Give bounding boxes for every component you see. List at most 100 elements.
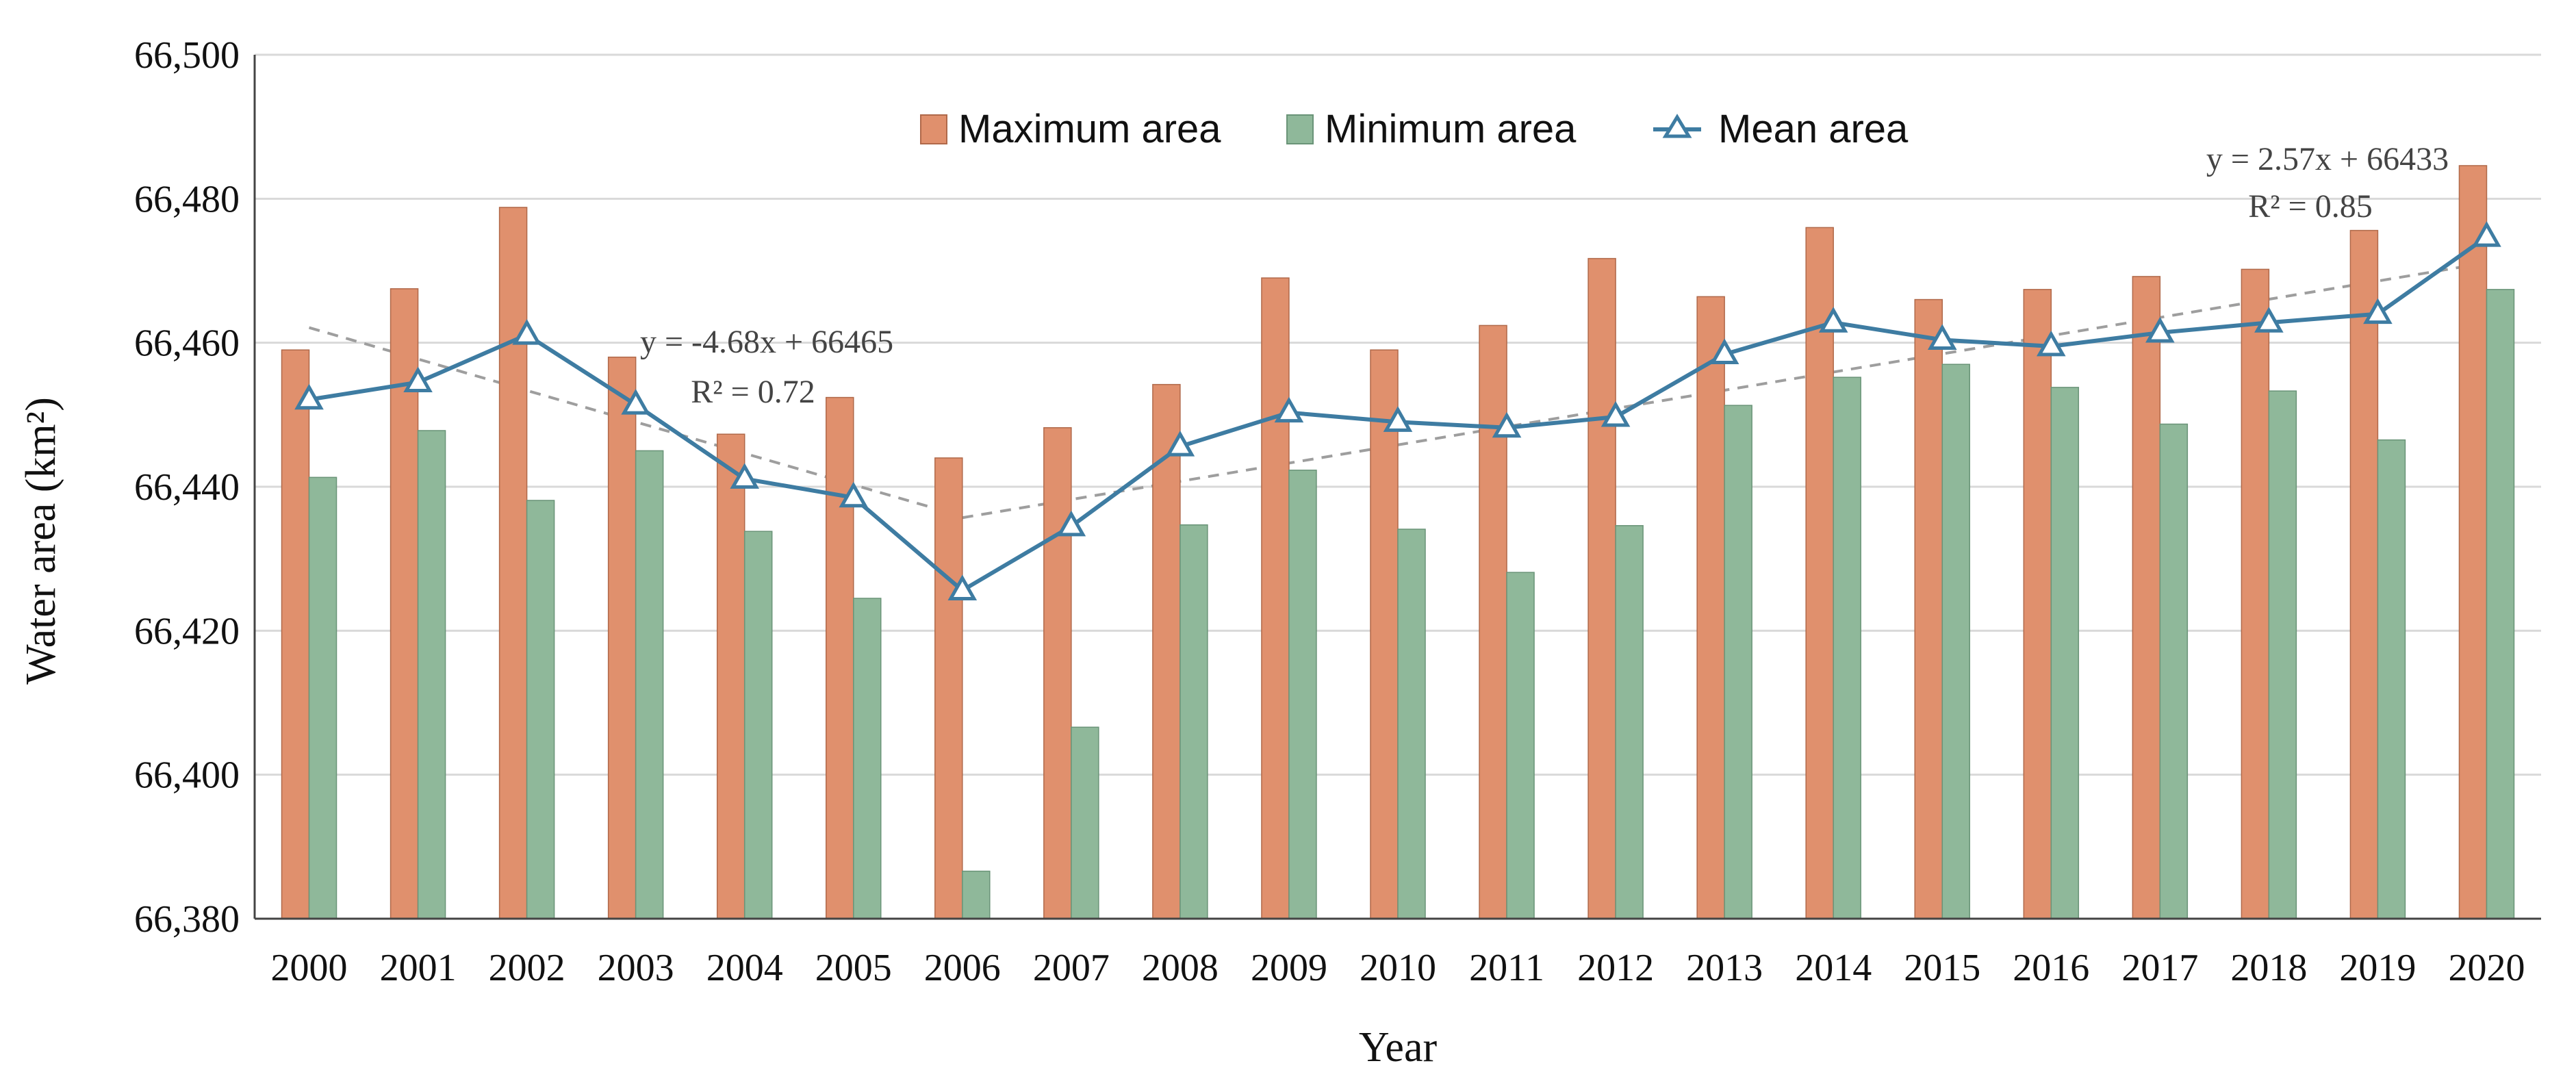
bar-maximum	[2241, 268, 2270, 919]
bar-minimum	[1506, 572, 1535, 919]
bar-maximum	[1370, 349, 1399, 919]
mean-marker	[1927, 324, 1957, 350]
y-tick-label: 66,380	[134, 898, 240, 941]
x-tick-label: 2016	[2013, 947, 2089, 989]
y-tick-label: 66,440	[134, 466, 240, 509]
bar-minimum	[743, 531, 773, 919]
bar-minimum	[417, 430, 446, 919]
mean-marker	[1056, 510, 1086, 537]
x-tick-label: 2006	[924, 947, 1001, 989]
bar-minimum	[1833, 377, 1861, 919]
legend-label-maximum: Maximum area	[958, 107, 1221, 151]
bar-minimum	[1179, 524, 1208, 919]
y-tick-label: 66,460	[134, 322, 240, 365]
x-axis-title: Year	[1359, 1024, 1438, 1071]
y-tick-label: 66,500	[134, 34, 240, 77]
bar-maximum	[826, 396, 854, 919]
mean-marker	[2145, 316, 2175, 343]
bar-minimum	[2377, 439, 2406, 919]
trend-r2-1: R² = 0.72	[691, 374, 815, 410]
mean-marker	[1165, 431, 1195, 457]
bar-maximum	[716, 433, 745, 919]
x-tick-label: 2011	[1469, 947, 1544, 989]
bar-maximum	[1479, 324, 1507, 919]
bar-minimum	[2159, 423, 2189, 919]
x-tick-label: 2017	[2121, 947, 2198, 989]
mean-marker	[1818, 307, 1848, 333]
bar-maximum	[2349, 229, 2379, 919]
axes: 66,380 66,400 66,420 66,440 66,460 66,480 66,5…	[134, 34, 2541, 989]
legend-label-mean: Mean area	[1718, 107, 1909, 151]
bar-maximum	[1805, 227, 1834, 919]
bar-maximum	[1914, 298, 1943, 919]
mean-marker	[1709, 338, 1739, 364]
x-tick-label: 2008	[1142, 947, 1219, 989]
trend-annotation-1: y = -4.68x + 66465 R² = 0.72	[640, 324, 893, 410]
x-tick-label: 2013	[1686, 947, 1763, 989]
trend-equation-1: y = -4.68x + 66465	[640, 324, 893, 360]
x-tick-label: 2007	[1033, 947, 1110, 989]
x-tick-label: 2003	[598, 947, 674, 989]
bars	[281, 165, 2515, 919]
bar-maximum	[498, 207, 528, 919]
legend-swatch-minimum	[1286, 114, 1314, 144]
bar-maximum	[2132, 276, 2161, 919]
x-tick-label: 2019	[2339, 947, 2416, 989]
bar-maximum	[1587, 257, 1616, 919]
x-tick-label: 2010	[1360, 947, 1436, 989]
mean-marker	[512, 319, 541, 345]
bar-minimum	[308, 476, 337, 919]
x-tick-label: 2002	[489, 947, 565, 989]
mean-area-line	[294, 221, 2501, 600]
bar-minimum	[1397, 528, 1426, 919]
mean-marker	[2254, 307, 2284, 333]
bar-minimum	[1615, 525, 1644, 919]
bar-minimum	[2268, 390, 2297, 919]
x-tick-label: 2018	[2230, 947, 2307, 989]
mean-marker	[730, 463, 760, 489]
x-tick-label: 2014	[1795, 947, 1872, 989]
bar-maximum	[1152, 383, 1181, 919]
bar-maximum	[1261, 277, 1290, 919]
bar-maximum	[2458, 165, 2488, 919]
bar-minimum	[962, 870, 991, 919]
mean-marker	[294, 383, 324, 410]
bar-maximum	[934, 457, 963, 919]
y-tick-label: 66,400	[134, 754, 240, 797]
bar-minimum	[1071, 726, 1099, 919]
bar-minimum	[1288, 470, 1317, 919]
x-tick-label: 2012	[1577, 947, 1654, 989]
mean-marker	[621, 389, 650, 415]
x-tick-label: 2004	[706, 947, 783, 989]
bar-minimum	[526, 500, 555, 919]
y-tick-label: 66,420	[134, 610, 240, 652]
bar-maximum	[281, 349, 310, 919]
trend-r2-2: R² = 0.85	[2248, 188, 2372, 225]
bar-minimum	[1941, 364, 1970, 919]
mean-marker	[403, 366, 433, 393]
mean-marker	[2036, 330, 2066, 357]
mean-marker	[1274, 396, 1304, 423]
bar-maximum	[1043, 427, 1072, 919]
mean-marker	[1492, 411, 1522, 438]
mean-marker	[839, 481, 869, 508]
y-axis-title: Water area (km²)	[18, 397, 64, 685]
x-tick-label: 2001	[380, 947, 457, 989]
bar-maximum	[1696, 296, 1725, 919]
x-tick-label: 2009	[1251, 947, 1327, 989]
legend-label-minimum: Minimum area	[1325, 107, 1577, 151]
y-tick-label: 66,480	[134, 178, 240, 220]
bar-minimum	[1724, 405, 1752, 919]
x-tick-label: 2005	[815, 947, 892, 989]
x-tick-label: 2000	[271, 947, 348, 989]
mean-marker	[947, 574, 978, 600]
bar-maximum	[2023, 289, 2052, 919]
bar-minimum	[635, 450, 664, 919]
mean-marker	[2363, 298, 2393, 324]
mean-marker	[1601, 400, 1631, 427]
bar-minimum	[2050, 387, 2080, 919]
x-tick-label: 2015	[1904, 947, 1980, 989]
x-tick-label: 2020	[2448, 947, 2525, 989]
legend: Maximum area Minimum area Mean area	[920, 107, 1909, 151]
